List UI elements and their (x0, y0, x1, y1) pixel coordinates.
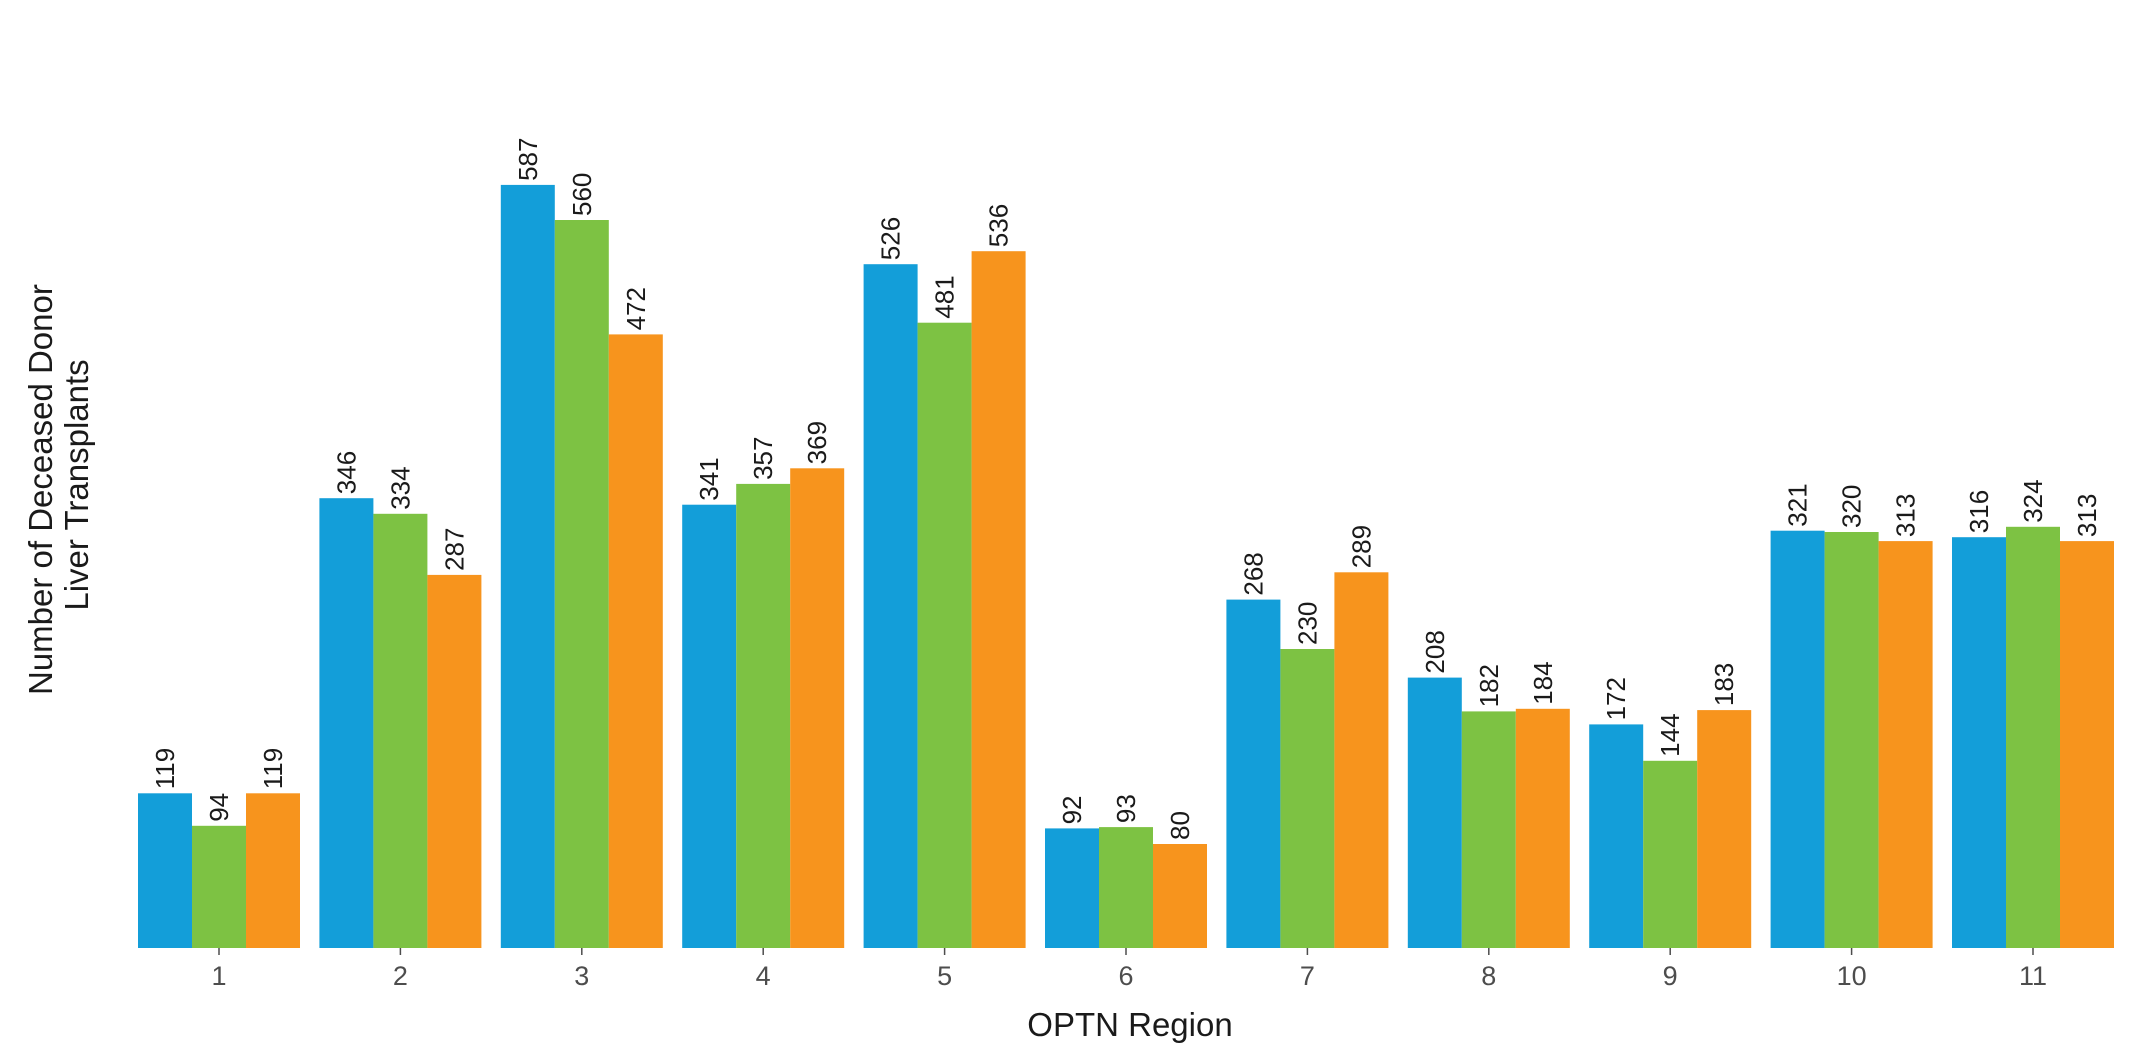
bar-region-5-series-2 (917, 322, 972, 948)
y-axis-title-line-1: Number of Deceased Donor (22, 284, 59, 695)
bar-region-9-series-1 (1589, 724, 1644, 948)
bar-region-3-series-2 (554, 220, 609, 948)
bar-region-7-series-3 (1334, 572, 1389, 948)
x-tick-label-10: 10 (1837, 961, 1867, 991)
bar-region-6-series-2 (1099, 827, 1153, 948)
data-label-region-2-series-3: 287 (439, 528, 469, 571)
data-label-region-10-series-3: 313 (1891, 494, 1921, 537)
bar-region-3-series-3 (608, 334, 663, 948)
bar-region-2-series-1 (319, 498, 374, 948)
data-label-region-8-series-3: 184 (1528, 661, 1558, 704)
data-label-region-8-series-1: 208 (1420, 630, 1450, 673)
data-label-region-1-series-1: 119 (150, 748, 180, 789)
data-label-region-5-series-3: 536 (984, 204, 1014, 247)
data-label-region-7-series-2: 230 (1292, 602, 1322, 645)
data-label-region-9-series-1: 172 (1601, 677, 1631, 720)
data-label-region-11-series-1: 316 (1964, 490, 1994, 533)
data-label-region-7-series-3: 289 (1346, 525, 1376, 568)
bar-region-1-series-1 (138, 793, 192, 948)
bar-region-2-series-2 (373, 513, 428, 948)
data-label-region-6-series-3: 80 (1165, 811, 1195, 840)
data-label-region-1-series-2: 94 (204, 793, 234, 822)
x-tick-label-4: 4 (756, 961, 771, 991)
x-tick-label-2: 2 (393, 961, 408, 991)
bar-region-10-series-1 (1770, 530, 1825, 948)
data-label-region-3-series-3: 472 (621, 287, 651, 330)
bar-region-3-series-1 (500, 184, 555, 948)
data-label-region-6-series-2: 93 (1111, 794, 1141, 823)
data-label-region-11-series-2: 324 (2018, 479, 2048, 522)
data-label-region-6-series-1: 92 (1057, 795, 1087, 824)
data-label-region-11-series-3: 313 (2072, 494, 2102, 537)
data-label-region-7-series-1: 268 (1238, 552, 1268, 595)
bar-region-6-series-1 (1045, 828, 1099, 948)
data-label-region-4-series-1: 341 (694, 457, 724, 500)
data-label-region-4-series-2: 357 (748, 437, 778, 480)
bar-region-4-series-2 (736, 483, 791, 948)
data-label-region-4-series-3: 369 (802, 421, 832, 464)
x-axis-title: OPTN Region (1027, 1006, 1232, 1043)
bar-region-1-series-2 (192, 825, 246, 948)
data-label-region-10-series-1: 321 (1783, 483, 1813, 526)
bar-region-6-series-3 (1153, 844, 1207, 948)
x-tick-label-3: 3 (574, 961, 589, 991)
bar-region-8-series-3 (1515, 708, 1570, 948)
bar-region-10-series-3 (1878, 541, 1933, 948)
bar-region-7-series-2 (1280, 649, 1335, 948)
bar-region-1-series-3 (246, 793, 300, 948)
x-tick-label-8: 8 (1481, 961, 1496, 991)
data-label-region-10-series-2: 320 (1837, 485, 1867, 528)
x-tick-label-1: 1 (211, 961, 226, 991)
data-label-region-2-series-2: 334 (385, 466, 415, 509)
data-label-region-3-series-2: 560 (567, 173, 597, 216)
data-label-region-5-series-2: 481 (930, 275, 960, 318)
bar-region-4-series-3 (790, 468, 845, 948)
bar-region-8-series-1 (1407, 677, 1462, 948)
bar-region-9-series-3 (1697, 710, 1752, 948)
bars-layer (138, 184, 2114, 948)
y-axis-title: Number of Deceased Donor Liver Transplan… (22, 275, 95, 695)
bar-region-5-series-3 (971, 251, 1026, 948)
bar-region-2-series-3 (427, 574, 482, 948)
data-label-region-1-series-3: 119 (258, 748, 288, 789)
bar-region-10-series-2 (1824, 532, 1879, 948)
bar-region-5-series-1 (863, 264, 918, 948)
bar-region-11-series-2 (2006, 526, 2060, 948)
data-labels-layer: 119 94 119 346 334 287 587 560 472 341 357 369 526 48… (150, 138, 2102, 840)
bar-region-11-series-1 (1952, 537, 2006, 948)
data-label-region-9-series-3: 183 (1709, 663, 1739, 706)
x-axis-ticks: 1 2 3 4 5 6 7 8 9 10 11 (211, 948, 2047, 991)
x-tick-label-6: 6 (1118, 961, 1133, 991)
data-label-region-9-series-2: 144 (1655, 713, 1685, 756)
x-tick-label-11: 11 (2019, 961, 2047, 991)
y-axis-title-line-2: Liver Transplants (58, 359, 95, 610)
bar-region-11-series-3 (2060, 541, 2114, 948)
x-tick-label-9: 9 (1663, 961, 1678, 991)
data-label-region-8-series-2: 182 (1474, 664, 1504, 707)
data-label-region-2-series-1: 346 (331, 451, 361, 494)
bar-region-7-series-1 (1226, 599, 1281, 948)
bar-region-4-series-1 (682, 504, 737, 948)
x-tick-label-5: 5 (937, 961, 952, 991)
x-tick-label-7: 7 (1300, 961, 1315, 991)
bar-region-8-series-2 (1461, 711, 1516, 948)
data-label-region-3-series-1: 587 (513, 138, 543, 181)
bar-region-9-series-2 (1643, 760, 1698, 948)
data-label-region-5-series-1: 526 (876, 217, 906, 260)
